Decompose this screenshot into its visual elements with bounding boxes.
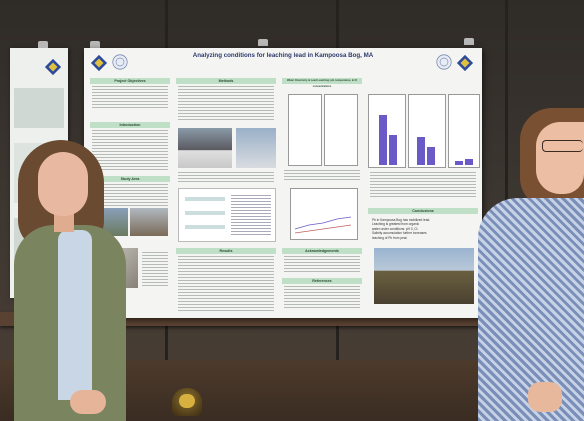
binder-clip-icon xyxy=(464,38,474,45)
person-left-shirt xyxy=(58,230,92,400)
list-item: Salinity accumulation further increases xyxy=(372,231,427,236)
research-poster: Analyzing conditions for leaching lead i… xyxy=(84,48,482,318)
chart-bar xyxy=(379,115,387,165)
section-header-references: References xyxy=(282,278,362,284)
chart-panel xyxy=(448,94,480,168)
text-block xyxy=(370,172,476,198)
section-header-water-chemistry: Water Chemistry & Lead Leaching: pH, tem… xyxy=(282,78,362,88)
person-right-hands xyxy=(528,382,562,412)
list-item: water under conditions: pH 3, Cl. xyxy=(372,226,419,231)
university-logo-icon xyxy=(44,58,62,76)
glasses-icon xyxy=(542,140,583,152)
line-chart xyxy=(294,216,352,234)
table-cell xyxy=(231,195,271,235)
person-right-shirt xyxy=(478,198,584,421)
chart-bar xyxy=(417,137,425,165)
chart-bar xyxy=(427,147,435,165)
person-left-hands xyxy=(70,390,106,414)
person-right-face xyxy=(536,122,584,194)
table-cell xyxy=(185,225,225,229)
chart-panel xyxy=(290,188,358,240)
list-item: Pb in Kampoosa Bog has mobilized lead. xyxy=(372,218,431,222)
lab-photo xyxy=(178,128,232,168)
binder-clip-icon xyxy=(258,39,268,46)
seal-logo-icon xyxy=(436,54,452,70)
text-block xyxy=(178,256,274,312)
text-block xyxy=(284,256,360,274)
binder-clip-icon xyxy=(38,41,48,48)
list-item: leaching of Pb from peat. xyxy=(372,235,408,240)
text-block xyxy=(142,252,168,286)
section-header-conclusions: Conclusions xyxy=(368,208,478,214)
section-header-results: Results xyxy=(176,248,276,254)
section-header-objectives: Project Objectives xyxy=(90,78,170,84)
chart-panel xyxy=(408,94,446,168)
section-header-study-area: Study Area xyxy=(90,176,170,182)
conclusions-list: Pb in Kampoosa Bog has mobilized lead. L… xyxy=(372,218,478,240)
section-header-introduction: Introduction xyxy=(90,122,170,128)
text-block xyxy=(178,172,274,182)
helmet-emblem xyxy=(179,394,195,408)
text-block xyxy=(92,184,168,206)
list-item: Leaching is greatest from organic xyxy=(372,222,420,227)
person-left-face xyxy=(38,152,88,216)
table-cell xyxy=(185,211,225,215)
university-logo-icon xyxy=(90,54,108,72)
chart-bar xyxy=(389,135,397,165)
group-field-photo xyxy=(374,248,474,304)
chart-panel xyxy=(368,94,406,168)
text-block xyxy=(92,130,168,172)
poster-title: Analyzing conditions for leaching lead i… xyxy=(192,52,374,59)
section-header-methods: Methods xyxy=(176,78,276,84)
seal-logo-icon xyxy=(112,54,128,70)
methods-table xyxy=(178,188,276,242)
text-block xyxy=(284,170,360,182)
table-cell xyxy=(185,197,225,201)
chart-panel xyxy=(324,94,358,166)
binder-clip-icon xyxy=(90,41,100,48)
field-photo xyxy=(130,208,168,236)
poster-block xyxy=(14,88,64,128)
chart-panel xyxy=(288,94,322,166)
section-header-acknowledgements: Acknowledgements xyxy=(282,248,362,254)
text-block xyxy=(178,86,274,122)
university-logo-icon xyxy=(456,54,474,72)
lab-photo xyxy=(236,128,276,168)
text-block xyxy=(92,86,168,108)
chart-bar xyxy=(455,161,463,165)
chart-bar xyxy=(465,159,473,165)
text-block xyxy=(284,286,360,310)
